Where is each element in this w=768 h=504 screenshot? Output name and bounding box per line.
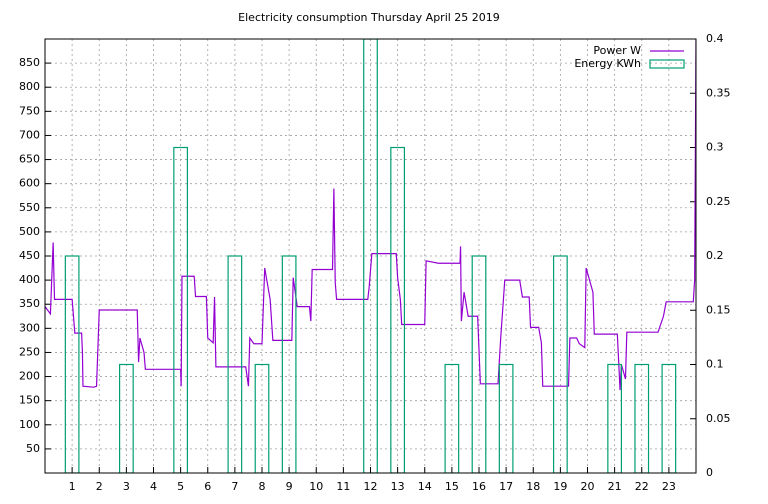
x-tick-label: 3 <box>123 480 130 493</box>
energy-bar <box>363 39 378 473</box>
y-tick-label: 850 <box>19 56 40 69</box>
y2-tick-label: 0.15 <box>706 303 731 316</box>
plot <box>45 39 696 473</box>
x-tick-label: 22 <box>635 480 649 493</box>
energy-bar <box>227 255 243 473</box>
y-tick-label: 600 <box>19 177 40 190</box>
x-tick-label: 15 <box>445 480 459 493</box>
energy-bar <box>254 363 270 473</box>
legend-swatch <box>649 59 685 69</box>
y-tick-label: 450 <box>19 249 40 262</box>
energy-bar <box>634 363 650 473</box>
plot-frame <box>44 38 697 474</box>
legend-label: Power W <box>593 44 641 57</box>
x-tick-label: 10 <box>309 480 323 493</box>
y2-tick-label: 0.35 <box>706 86 731 99</box>
x-tick-label: 20 <box>581 480 595 493</box>
x-tick-label: 1 <box>69 480 76 493</box>
energy-bar <box>281 255 297 473</box>
x-tick-label: 21 <box>608 480 622 493</box>
y-tick-label: 50 <box>26 442 40 455</box>
x-tick-label: 17 <box>499 480 513 493</box>
y-tick-label: 300 <box>19 321 40 334</box>
y2-tick-label: 0.25 <box>706 195 731 208</box>
legend-label: Energy KWh <box>574 57 641 70</box>
y-tick-label: 750 <box>19 104 40 117</box>
y-tick-label: 550 <box>19 201 40 214</box>
y2-tick-label: 0.05 <box>706 412 731 425</box>
x-tick-label: 2 <box>96 480 103 493</box>
y-tick-label: 200 <box>19 370 40 383</box>
y2-tick-label: 0.2 <box>706 249 724 262</box>
energy-bar <box>64 255 80 473</box>
energy-bar <box>471 255 487 473</box>
energy-bar <box>444 363 460 473</box>
x-tick-label: 19 <box>553 480 567 493</box>
y-tick-label: 250 <box>19 345 40 358</box>
x-tick-label: 4 <box>150 480 157 493</box>
x-tick-label: 14 <box>418 480 432 493</box>
y2-tick-label: 0.3 <box>706 141 724 154</box>
y2-tick-label: 0.1 <box>706 358 724 371</box>
x-tick-label: 7 <box>231 480 238 493</box>
energy-bar <box>552 255 568 473</box>
y-tick-label: 700 <box>19 128 40 141</box>
x-tick-label: 11 <box>336 480 350 493</box>
y2-tick-label: 0 <box>706 466 713 479</box>
chart-title: Electricity consumption Thursday April 2… <box>238 11 500 24</box>
x-tick-label: 8 <box>259 480 266 493</box>
x-tick-label: 13 <box>391 480 405 493</box>
x-tick-label: 18 <box>526 480 540 493</box>
x-tick-label: 6 <box>204 480 211 493</box>
energy-bar <box>390 146 406 473</box>
y-tick-label: 100 <box>19 418 40 431</box>
energy-bar <box>661 363 677 473</box>
power-line <box>45 39 696 391</box>
y-tick-label: 350 <box>19 297 40 310</box>
x-tick-label: 12 <box>364 480 378 493</box>
y-tick-label: 500 <box>19 225 40 238</box>
y2-tick-label: 0.4 <box>706 32 724 45</box>
y-tick-label: 400 <box>19 273 40 286</box>
energy-bar <box>607 363 623 473</box>
energy-bar <box>173 146 189 473</box>
x-tick-label: 5 <box>177 480 184 493</box>
x-tick-label: 9 <box>286 480 293 493</box>
energy-bar <box>118 363 134 473</box>
x-tick-label: 16 <box>472 480 486 493</box>
x-tick-label: 23 <box>662 480 676 493</box>
y-tick-label: 650 <box>19 153 40 166</box>
energy-bar <box>498 363 514 473</box>
y-tick-label: 150 <box>19 394 40 407</box>
y-tick-label: 800 <box>19 80 40 93</box>
